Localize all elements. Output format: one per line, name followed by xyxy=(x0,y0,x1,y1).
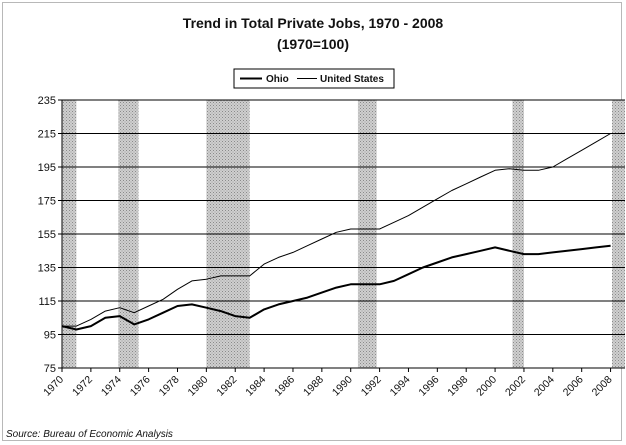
source-note: Source: Bureau of Economic Analysis xyxy=(6,429,173,440)
x-tick-label: 1984 xyxy=(243,374,268,399)
series-lines xyxy=(61,133,611,331)
x-tick-label: 1996 xyxy=(416,374,441,399)
x-tick-label: 2002 xyxy=(503,374,528,399)
x-tick-label: 2000 xyxy=(474,374,499,399)
chart-title: Trend in Total Private Jobs, 1970 - 2008 xyxy=(183,15,444,31)
legend-label-ohio: Ohio xyxy=(266,74,289,85)
y-tick-label: 235 xyxy=(38,95,56,107)
x-tick-label: 1998 xyxy=(445,374,470,399)
x-tick-label: 1986 xyxy=(272,374,297,399)
chart-subtitle: (1970=100) xyxy=(277,36,349,52)
y-tick-label: 115 xyxy=(38,296,56,308)
x-tick-label: 1978 xyxy=(157,374,182,399)
x-tick-label: 1970 xyxy=(41,374,66,399)
x-tick-label: 2006 xyxy=(561,374,586,399)
y-tick-label: 195 xyxy=(38,162,56,174)
series-line-ohio xyxy=(61,244,611,331)
x-tick-label: 1980 xyxy=(185,374,210,399)
x-tick-label: 1988 xyxy=(301,374,326,399)
y-tick-label: 175 xyxy=(38,196,56,208)
x-tick-label: 1992 xyxy=(359,374,384,399)
series-line-united-states xyxy=(62,133,611,327)
y-tick-label: 75 xyxy=(44,363,56,375)
x-tick-label: 1974 xyxy=(99,374,124,399)
y-tick-label: 135 xyxy=(38,263,56,275)
x-tick-label: 1982 xyxy=(214,374,239,399)
x-tick-label: 1976 xyxy=(128,374,153,399)
y-tick-label: 215 xyxy=(38,129,56,141)
y-tick-label: 95 xyxy=(44,330,56,342)
x-tick-label: 1972 xyxy=(70,374,95,399)
y-tick-label: 155 xyxy=(38,229,56,241)
x-tick-labels: 1970 1972 1974 1976 1978 1980 1982 1984 1986 1988… xyxy=(41,368,615,399)
x-tick-label: 1994 xyxy=(388,374,413,399)
legend-label-united-states: United States xyxy=(320,74,384,85)
x-tick-label: 2008 xyxy=(590,374,615,399)
legend: Ohio United States xyxy=(233,68,395,89)
x-tick-label: 2004 xyxy=(532,374,557,399)
x-tick-label: 1990 xyxy=(330,374,355,399)
y-tick-labels: 75 95 115 135 155 175 195 215 235 xyxy=(38,95,62,375)
